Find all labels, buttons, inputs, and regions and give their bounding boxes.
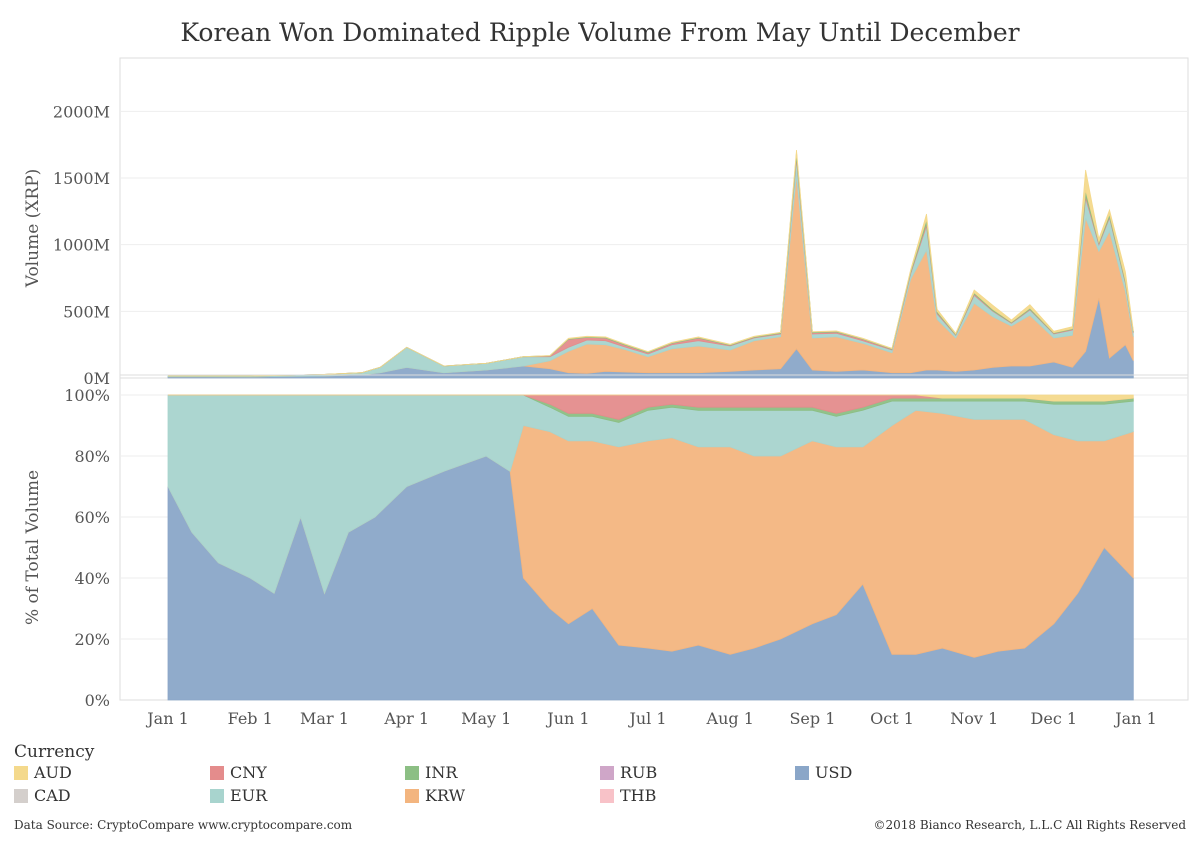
- y-axis-label: Volume (XRP): [23, 169, 43, 289]
- legend-swatch: [600, 765, 614, 780]
- legend-item-rub: RUB: [600, 763, 657, 782]
- series-area-krw: [168, 175, 1134, 378]
- series-area-aud: [168, 394, 1134, 402]
- data-source: Data Source: CryptoCompare www.cryptocom…: [14, 818, 353, 832]
- volume-panel: 0M 500M 1000M 1500M 2000M Volume (XRP): [23, 57, 1189, 388]
- x-tick-label: Jun 1: [545, 709, 589, 728]
- y-tick-label: 100%: [64, 386, 110, 405]
- legend-label: CNY: [230, 763, 267, 782]
- x-tick-label: Apr 1: [383, 709, 429, 728]
- y-tick-label: 60%: [74, 508, 110, 527]
- x-tick-label: Feb 1: [228, 709, 273, 728]
- legend-item-usd: USD: [795, 763, 852, 782]
- legend-item-krw: KRW: [405, 786, 465, 805]
- y-axis-label: % of Total Volume: [23, 470, 43, 625]
- x-tick-label: Dec 1: [1031, 709, 1078, 728]
- legend-item-cny: CNY: [210, 763, 267, 782]
- series-area-aud: [168, 149, 1134, 377]
- legend-swatch: [210, 788, 224, 803]
- y-tick-label: 1000M: [53, 236, 110, 255]
- x-tick-label: Nov 1: [950, 709, 998, 728]
- legend-item-cad: CAD: [14, 786, 71, 805]
- chart-svg: 0M 500M 1000M 1500M 2000M Volume (XRP) 0% 20% 4…: [23, 57, 1189, 728]
- percent-panel: 0% 20% 40% 60% 80% 100% % of Total Volume: [23, 374, 1189, 710]
- legend-swatch: [210, 765, 224, 780]
- y-tick-label: 80%: [74, 447, 110, 466]
- legend-title: Currency: [14, 742, 95, 762]
- legend-label: KRW: [425, 786, 466, 805]
- y-tick-label: 40%: [74, 569, 110, 588]
- y-tick-label: 2000M: [53, 102, 110, 121]
- legend-label: RUB: [620, 763, 658, 782]
- legend-swatch: [405, 765, 419, 780]
- x-tick-label: Oct 1: [870, 709, 914, 728]
- x-axis: Jan 1 Feb 1 Mar 1 Apr 1 May 1 Jun 1 Jul 1 Aug 1…: [145, 709, 1157, 728]
- legend-label: INR: [425, 763, 458, 782]
- x-tick-label: Sep 1: [789, 709, 835, 728]
- y-tick-label: 0M: [83, 369, 110, 388]
- legend-item-aud: AUD: [14, 763, 72, 782]
- x-tick-label: Jan 1: [1113, 709, 1157, 728]
- chart-title: Korean Won Dominated Ripple Volume From …: [180, 18, 1020, 47]
- legend-item-thb: THB: [600, 786, 656, 805]
- legend-label: EUR: [230, 786, 268, 805]
- legend-item-eur: EUR: [210, 786, 267, 805]
- copyright: ©2018 Bianco Research, L.L.C All Rights …: [873, 818, 1186, 832]
- x-tick-label: Aug 1: [706, 709, 754, 728]
- legend-label: USD: [815, 763, 853, 782]
- y-tick-label: 0%: [85, 691, 110, 710]
- legend-swatch: [14, 788, 28, 803]
- x-tick-label: Jul 1: [627, 709, 666, 728]
- y-tick-label: 500M: [63, 302, 110, 321]
- x-tick-label: Mar 1: [300, 709, 349, 728]
- y-tick-label: 1500M: [53, 169, 110, 188]
- legend-swatch: [600, 788, 614, 803]
- legend-item-inr: INR: [405, 763, 457, 782]
- y-tick-label: 20%: [74, 630, 110, 649]
- legend-label: AUD: [34, 763, 72, 782]
- legend-swatch: [795, 765, 809, 780]
- legend-label: CAD: [34, 786, 71, 805]
- x-tick-label: Jan 1: [145, 709, 189, 728]
- x-tick-label: May 1: [461, 709, 511, 728]
- legend-swatch: [405, 788, 419, 803]
- legend-label: THB: [620, 786, 657, 805]
- legend-swatch: [14, 765, 28, 780]
